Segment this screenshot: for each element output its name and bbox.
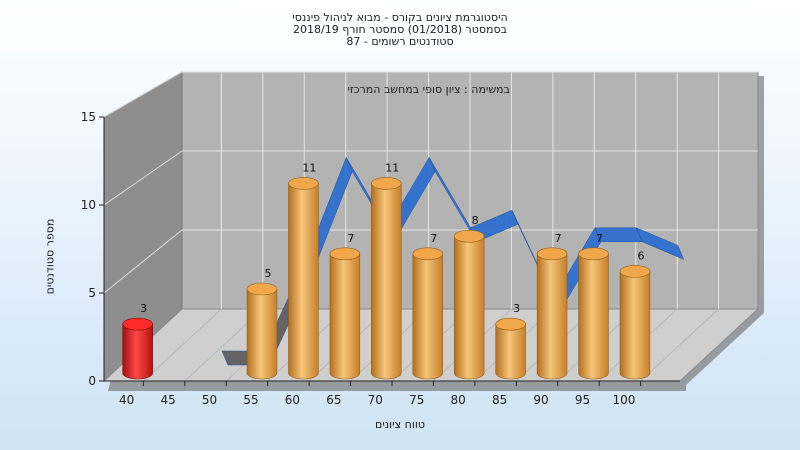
bar-95 [578,247,609,380]
data-label-65: 7 [347,232,354,245]
data-label-55: 5 [264,267,271,280]
chart-annotation: במשימה : ציון סופי במחשב המרכזי [347,83,511,96]
x-tick-label-45: 45 [160,393,175,407]
bar-80 [453,229,485,380]
x-tick-label-80: 80 [451,393,466,407]
bar-85 [495,317,526,380]
side-gridline-3 [103,71,183,118]
data-label-70: 11 [385,161,399,174]
bar-55 [246,282,278,380]
data-label-60: 11 [302,161,316,174]
side-gridline-2 [103,150,183,206]
x-tick-label-95: 95 [575,393,590,407]
x-tick-label-50: 50 [202,393,217,407]
data-label-75: 7 [430,232,437,245]
data-label-40: 3 [140,302,147,315]
bar-60 [288,177,319,380]
x-tick-label-75: 75 [409,393,424,407]
x-tick-label-60: 60 [285,393,300,407]
y-tick-label-0: 0 [88,374,96,388]
data-label-90: 7 [555,232,562,245]
bar-75 [412,247,443,380]
x-tick-label-90: 90 [533,393,548,407]
x-tick-label-70: 70 [368,393,383,407]
bar-100 [619,265,651,380]
x-axis-label: טווח ציונים [375,418,425,431]
chart-title-line-2: בסמסטר (01/2018) סמסטר חורף 2018/19 [293,23,507,36]
ribbon-segment-12 [635,227,685,260]
bars: 3 5 11 7 11 7 8 3 7 7 6 [122,161,651,380]
bar-70 [371,177,402,380]
x-tick-label-100: 100 [612,393,635,407]
side-gridline-1 [103,229,183,294]
data-label-95: 7 [596,232,603,245]
bar-90 [536,247,568,380]
floor-gridline-12 [640,308,719,382]
x-tick-label-55: 55 [243,393,258,407]
x-tick-label-40: 40 [119,393,134,407]
y-tick-label-1: 5 [88,286,96,300]
x-tick-label-85: 85 [492,393,507,407]
y-tick-label-3: 15 [81,110,96,124]
floor-gridline-0 [143,308,222,382]
bar-40 [122,317,153,380]
data-label-85: 3 [513,302,520,315]
data-label-80: 8 [472,214,479,227]
y-axis-label: מספר סטודנטים [43,218,57,295]
data-label-100: 6 [637,249,644,262]
y-tick-label-2: 10 [81,198,96,212]
chart-title-line-1: היסטוגרמת ציונים בקורס - מבוא לניהול פינ… [292,11,508,24]
bar-65 [329,247,361,380]
chart-title-line-3: סטודנטים רשומים - 87 [346,35,454,48]
x-tick-label-65: 65 [326,393,341,407]
